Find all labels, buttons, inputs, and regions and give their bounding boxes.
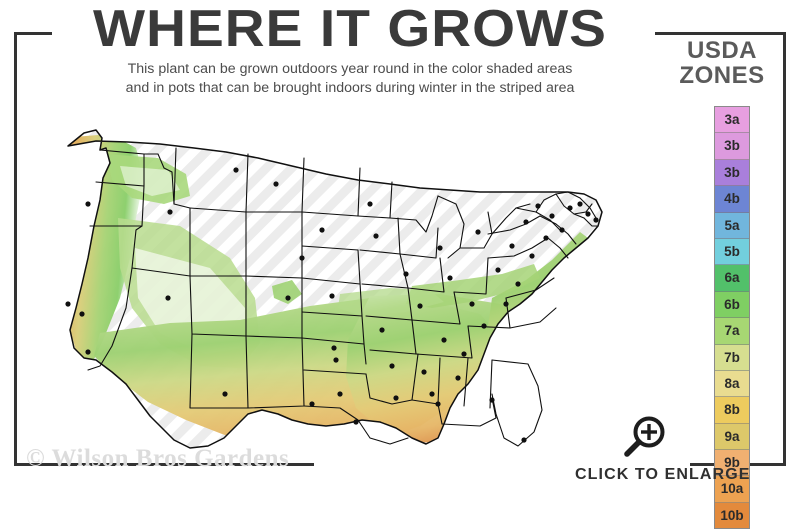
zone-swatch-5b-5: 5b: [715, 238, 749, 266]
where-it-grows-infographic: WHERE IT GROWS This plant can be grown o…: [14, 0, 786, 529]
frame-top-left-segment: [14, 32, 52, 35]
zone-swatch-3a-0: 3a: [715, 107, 749, 134]
click-to-enlarge-label[interactable]: CLICK TO ENLARGE: [575, 466, 751, 483]
zone-swatch-9b-13: 9b: [715, 450, 749, 477]
usda-zone-legend: 3a 3b 3b 4b 5a 5b 6a 6b 7a 7b 8a 8b 9a 9b 10a 10b: [714, 106, 750, 529]
zone-swatch-7b-9: 7b: [715, 344, 749, 371]
page-title: WHERE IT GROWS: [93, 0, 607, 58]
usda-hardiness-zone-map[interactable]: [40, 108, 640, 458]
zone-swatch-6b-7: 6b: [715, 291, 749, 319]
subtitle-line-1: This plant can be grown outdoors year ro…: [127, 61, 573, 77]
map-state-outlines: [67, 129, 603, 449]
usda-zones-heading: USDA ZONES: [660, 38, 784, 88]
subtitle: This plant can be grown outdoors year ro…: [40, 60, 660, 98]
frame-left-segment: [14, 32, 17, 466]
zone-swatch-3b-1: 3b: [715, 133, 749, 160]
zone-swatch-8a-10: 8a: [715, 370, 749, 398]
zone-swatch-5a-4: 5a: [715, 212, 749, 239]
usda-zones-heading-line-1: USDA: [686, 37, 757, 64]
zone-swatch-10b-15: 10b: [715, 502, 749, 529]
usda-zones-heading-line-2: ZONES: [679, 62, 765, 89]
zone-swatch-6a-6: 6a: [715, 265, 749, 292]
watermark: © Wilson Bros Gardens: [26, 445, 290, 472]
magnifier-plus-icon[interactable]: [616, 415, 672, 457]
subtitle-line-2: and in pots that can be brought indoors …: [125, 80, 575, 96]
map-city-dots: [65, 167, 599, 443]
frame-right-segment: [783, 32, 786, 466]
frame-top-right-segment: [655, 32, 786, 35]
zone-swatch-4b-3: 4b: [715, 186, 749, 213]
zone-swatch-7a-8: 7a: [715, 318, 749, 345]
zone-swatch-8b-11: 8b: [715, 397, 749, 424]
zone-swatch-10a-14: 10a: [715, 476, 749, 503]
zone-swatch-3b-2: 3b: [715, 159, 749, 187]
frame-bottom-left-segment: [14, 463, 314, 466]
zone-swatch-9a-12: 9a: [715, 423, 749, 451]
